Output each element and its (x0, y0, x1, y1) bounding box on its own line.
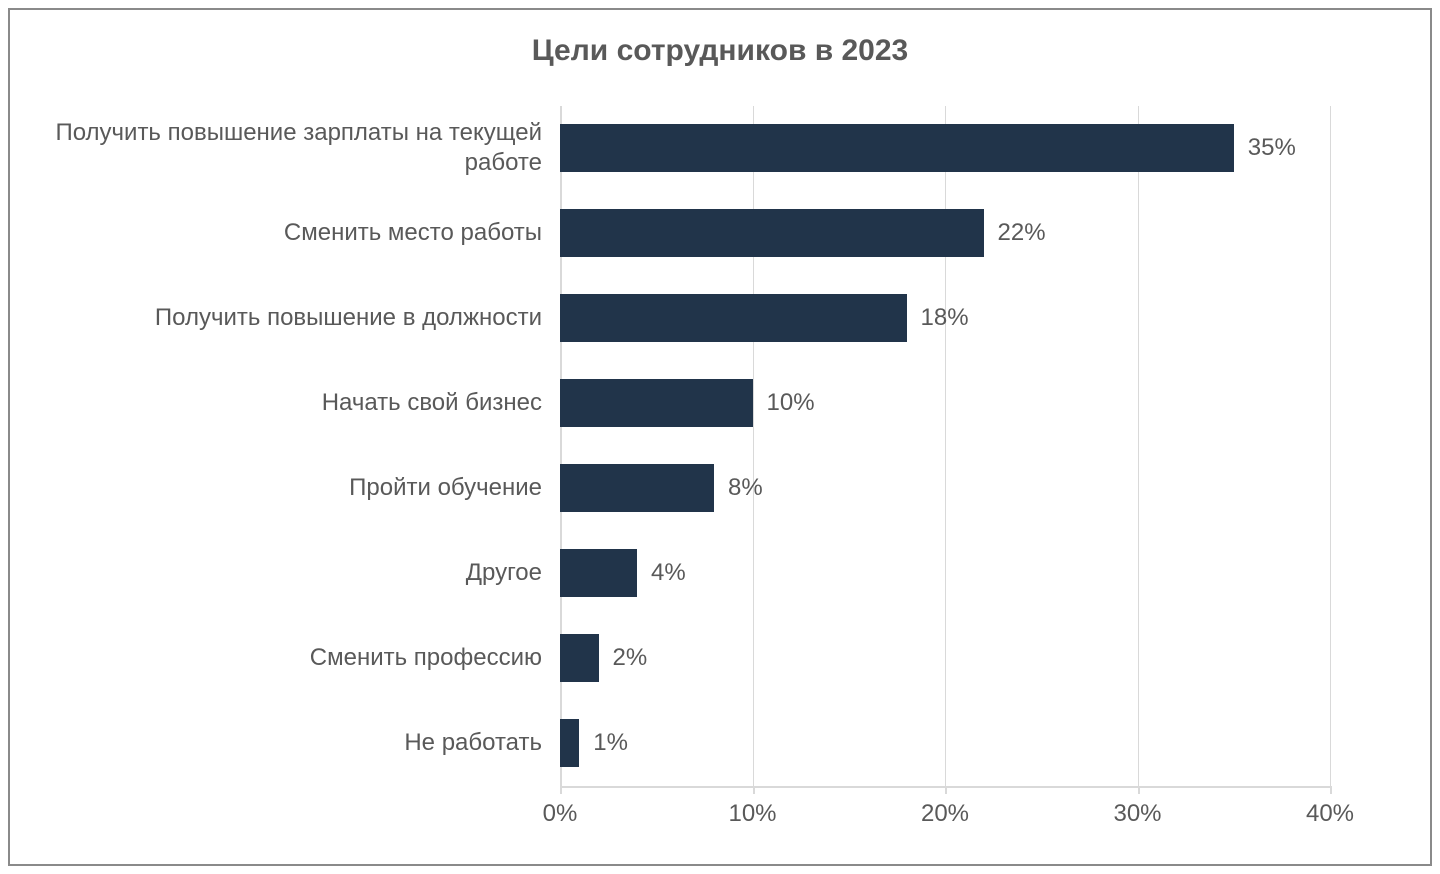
y-category-label: Начать свой бизнес (22, 388, 542, 418)
bar (560, 719, 579, 767)
gridline (753, 106, 754, 786)
chart-frame: Цели сотрудников в 2023 0%10%20%30%40%35… (8, 8, 1432, 866)
gridline (945, 106, 946, 786)
y-category-label: Другое (22, 558, 542, 588)
y-category-label: Получить повышение зарплаты на текущей р… (22, 118, 542, 178)
bar (560, 464, 714, 512)
bar-value-label: 22% (998, 219, 1046, 247)
bar-value-label: 10% (767, 389, 815, 417)
y-category-label: Сменить профессию (22, 643, 542, 673)
bar-value-label: 18% (921, 304, 969, 332)
y-category-label: Не работать (22, 728, 542, 758)
x-tick-label: 30% (1113, 800, 1161, 828)
x-tick-label: 0% (543, 800, 578, 828)
bar-value-label: 4% (651, 559, 686, 587)
bar (560, 124, 1234, 172)
y-category-label: Сменить место работы (22, 218, 542, 248)
bar (560, 634, 599, 682)
plot-area: 0%10%20%30%40%35%Получить повышение зарп… (560, 106, 1330, 786)
bar-value-label: 8% (728, 474, 763, 502)
y-category-label: Получить повышение в должности (22, 303, 542, 333)
chart-title: Цели сотрудников в 2023 (10, 10, 1430, 68)
x-tick-label: 20% (921, 800, 969, 828)
gridline (1330, 106, 1331, 786)
y-category-label: Пройти обучение (22, 473, 542, 503)
bar (560, 379, 753, 427)
bar-value-label: 2% (613, 644, 648, 672)
x-axis-line (560, 786, 1330, 788)
bar-value-label: 1% (593, 729, 628, 757)
x-tick-mark (1330, 786, 1332, 794)
x-tick-label: 10% (728, 800, 776, 828)
bar (560, 209, 984, 257)
x-tick-label: 40% (1306, 800, 1354, 828)
bar-value-label: 35% (1248, 134, 1296, 162)
bar (560, 549, 637, 597)
y-axis-line (560, 106, 562, 786)
gridline (1138, 106, 1139, 786)
bar (560, 294, 907, 342)
